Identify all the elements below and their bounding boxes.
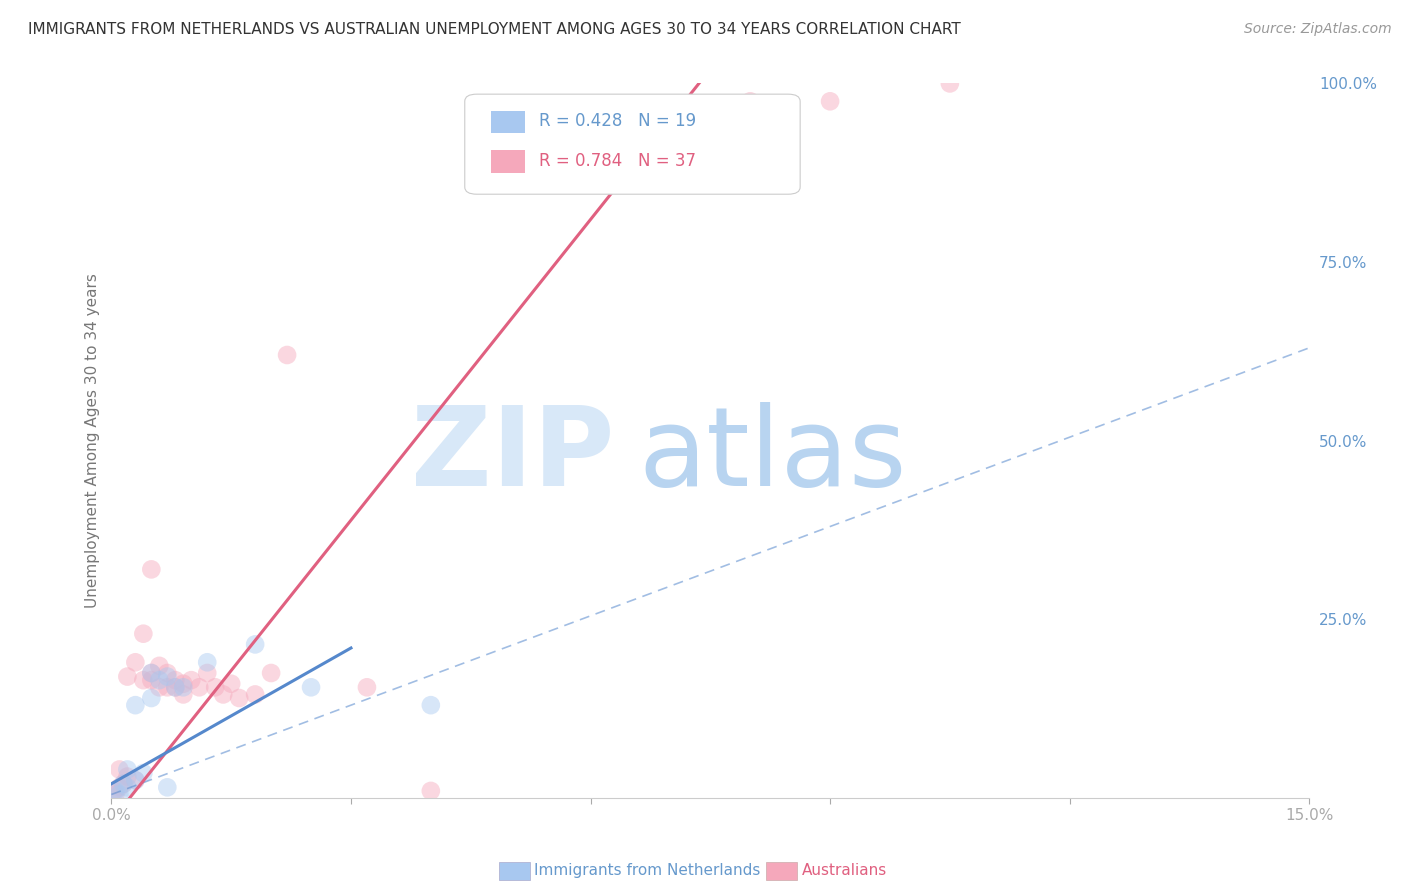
Point [117, 763, 139, 777]
Point [260, 665, 283, 680]
Point [108, 788, 131, 802]
Point [141, 673, 163, 688]
Point [148, 681, 170, 695]
Point [117, 669, 139, 683]
Text: Immigrants from Netherlands: Immigrants from Netherlands [534, 863, 761, 878]
Point [108, 763, 131, 777]
Point [195, 665, 218, 680]
Point [818, 95, 841, 109]
Text: R = 0.784   N = 37: R = 0.784 N = 37 [538, 152, 696, 169]
Point [148, 658, 170, 673]
Point [112, 777, 135, 791]
Point [124, 698, 146, 713]
Point [141, 562, 163, 576]
Point [117, 780, 139, 795]
FancyBboxPatch shape [465, 95, 800, 194]
Point [243, 688, 266, 702]
Point [740, 95, 762, 109]
Point [108, 780, 131, 795]
Point [172, 688, 194, 702]
Point [212, 688, 235, 702]
Text: atlas: atlas [638, 401, 907, 508]
Point [132, 673, 155, 688]
Point [195, 655, 218, 669]
Point [188, 681, 211, 695]
Point [356, 681, 378, 695]
Point [148, 673, 170, 688]
Point [276, 348, 298, 362]
Point [132, 766, 155, 780]
Point [124, 773, 146, 788]
Point [939, 77, 962, 91]
Point [117, 770, 139, 784]
Point [165, 681, 187, 695]
Y-axis label: Unemployment Among Ages 30 to 34 years: Unemployment Among Ages 30 to 34 years [86, 273, 100, 608]
Text: ZIP: ZIP [411, 401, 614, 508]
Point [103, 784, 125, 798]
Point [112, 777, 135, 791]
Point [104, 784, 127, 798]
Point [132, 626, 155, 640]
Point [156, 780, 179, 795]
Text: Source: ZipAtlas.com: Source: ZipAtlas.com [1244, 22, 1392, 37]
Point [228, 691, 250, 706]
Point [219, 677, 242, 691]
Point [141, 691, 163, 706]
Point [156, 665, 179, 680]
Point [141, 665, 163, 680]
Point [165, 681, 187, 695]
Point [180, 673, 202, 688]
Point [124, 773, 146, 788]
Point [204, 681, 226, 695]
Point [165, 673, 187, 688]
Point [172, 677, 194, 691]
Text: IMMIGRANTS FROM NETHERLANDS VS AUSTRALIAN UNEMPLOYMENT AMONG AGES 30 TO 34 YEARS: IMMIGRANTS FROM NETHERLANDS VS AUSTRALIA… [28, 22, 960, 37]
Point [104, 788, 127, 802]
Point [156, 669, 179, 683]
FancyBboxPatch shape [491, 111, 524, 134]
Point [141, 665, 163, 680]
FancyBboxPatch shape [491, 150, 524, 173]
Point [243, 637, 266, 651]
Point [419, 698, 441, 713]
Text: Australians: Australians [801, 863, 887, 878]
Point [419, 784, 441, 798]
Point [124, 655, 146, 669]
Point [299, 681, 322, 695]
Text: R = 0.428   N = 19: R = 0.428 N = 19 [538, 112, 696, 130]
Point [172, 681, 194, 695]
Point [156, 681, 179, 695]
